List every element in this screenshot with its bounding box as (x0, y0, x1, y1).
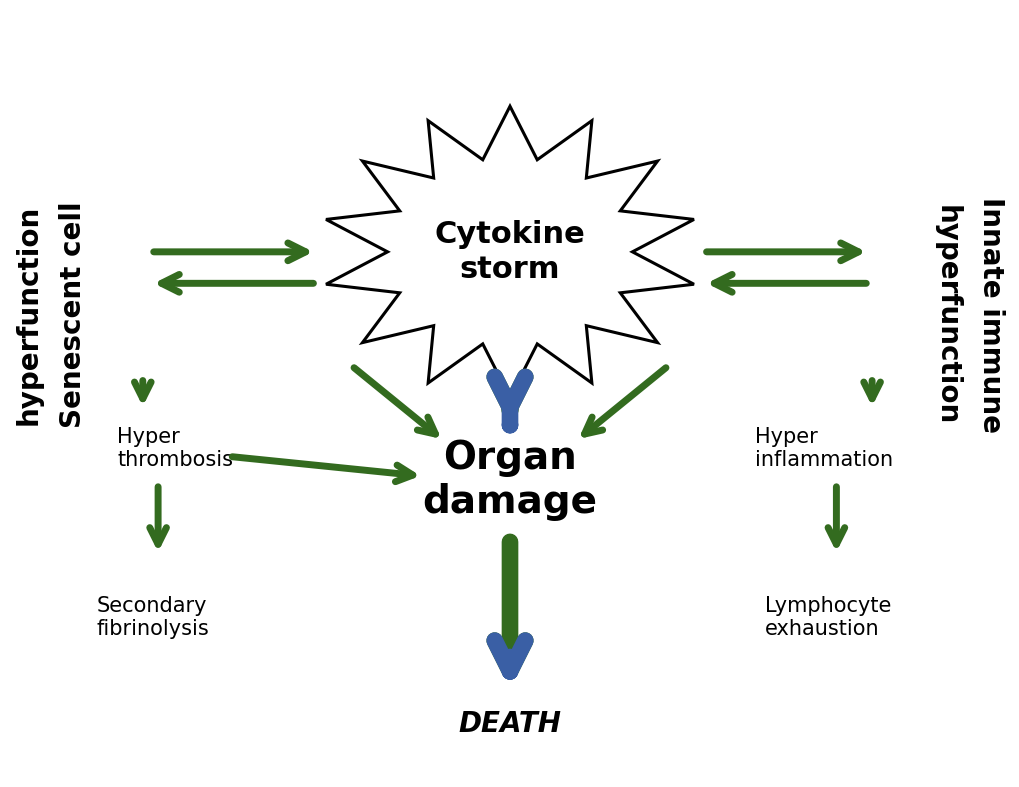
Text: hyperfunction: hyperfunction (931, 205, 960, 425)
Polygon shape (326, 106, 693, 397)
Text: Lymphocyte
exhaustion: Lymphocyte exhaustion (764, 597, 891, 639)
Text: Organ
damage: Organ damage (422, 439, 597, 521)
Text: Hyper
inflammation: Hyper inflammation (754, 427, 892, 470)
Text: DEATH: DEATH (459, 710, 560, 738)
Text: Cytokine
storm: Cytokine storm (434, 220, 585, 284)
Text: Innate immune: Innate immune (976, 197, 1005, 433)
Text: Secondary
fibrinolysis: Secondary fibrinolysis (97, 597, 210, 639)
Text: hyperfunction: hyperfunction (14, 205, 43, 425)
Text: Senescent cell: Senescent cell (59, 201, 88, 428)
Text: Hyper
thrombosis: Hyper thrombosis (117, 427, 233, 470)
